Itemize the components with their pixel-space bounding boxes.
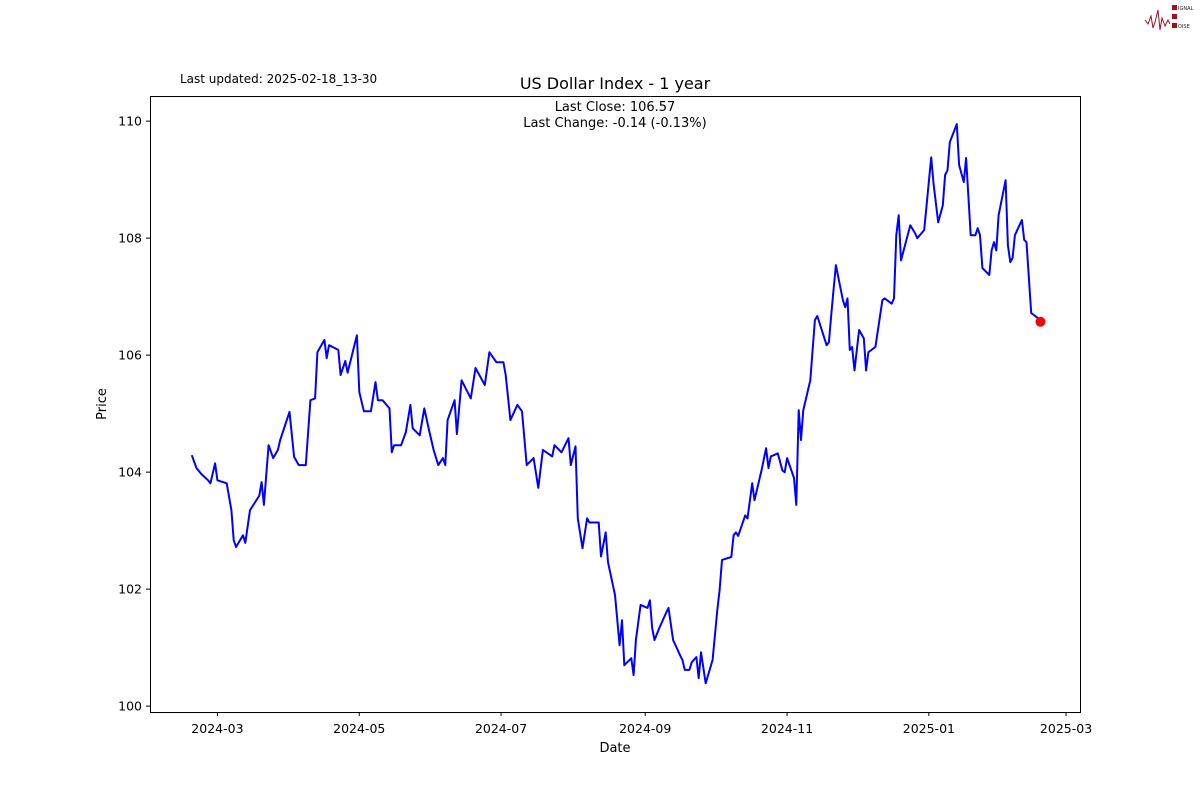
y-axis-label: Price bbox=[95, 388, 110, 420]
x-tick-label: 2024-11 bbox=[761, 721, 813, 736]
x-tick-label: 2024-09 bbox=[619, 721, 671, 736]
svg-text:IGNAL: IGNAL bbox=[1178, 6, 1194, 12]
logo: IGNAL OISE bbox=[1144, 5, 1194, 31]
x-axis: 2024-03 2024-05 2024-07 2024-09 2024-11 2025-… bbox=[191, 712, 1092, 736]
logo-wave-icon bbox=[1144, 9, 1171, 31]
plot-frame bbox=[150, 96, 1081, 713]
y-tick-label: 108 bbox=[118, 231, 142, 246]
x-axis-label: Date bbox=[599, 741, 630, 756]
price-line bbox=[190, 123, 1042, 685]
y-tick-label: 106 bbox=[118, 348, 142, 363]
x-tick-label: 2024-05 bbox=[333, 721, 385, 736]
x-tick-label: 2024-03 bbox=[191, 721, 243, 736]
x-tick-label: 2025-03 bbox=[1040, 721, 1092, 736]
last-close-annotation: Last Close: 106.57 bbox=[555, 100, 676, 115]
y-tick-label: 104 bbox=[118, 465, 142, 480]
svg-text:OISE: OISE bbox=[1178, 24, 1190, 30]
last-close-point bbox=[1035, 316, 1046, 327]
last-change-annotation: Last Change: -0.14 (-0.13%) bbox=[523, 116, 706, 131]
y-axis: 100 102 104 106 108 110 bbox=[118, 114, 150, 714]
x-tick-label: 2025-01 bbox=[903, 721, 955, 736]
y-tick-label: 102 bbox=[118, 582, 142, 597]
last-updated: Last updated: 2025-02-18_13-30 bbox=[180, 72, 377, 86]
chart-title: US Dollar Index - 1 year bbox=[520, 74, 711, 93]
y-tick-label: 110 bbox=[118, 114, 142, 129]
x-tick-label: 2024-07 bbox=[475, 721, 527, 736]
y-tick-label: 100 bbox=[118, 699, 142, 714]
